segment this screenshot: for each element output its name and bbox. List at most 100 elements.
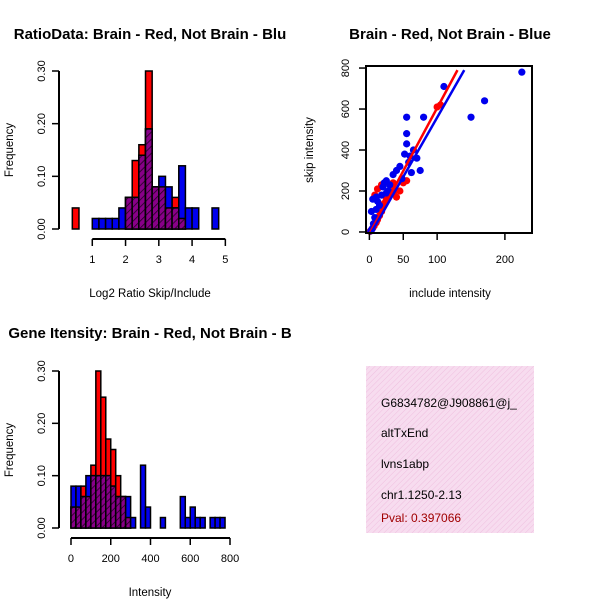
ratio-histogram-bar-not-brain [98, 217, 107, 230]
intensity-scatter-point-not-brain [403, 113, 411, 121]
info-gene: lvns1abp [381, 457, 429, 471]
intensity-scatter-panel: Brain - Red, Not Brain - Blue 0 50 100 2000… [304, 26, 551, 300]
ratio-histogram-x-tick-label: 4 [189, 254, 195, 266]
ratio-histogram-bar-not-brain [104, 217, 113, 230]
ratio-histogram-bar-overlap [138, 154, 147, 230]
intensity-scatter-xlabel: include intensity [409, 288, 491, 300]
intensity-histogram-xlabel: Intensity [129, 587, 172, 599]
ratio-histogram-bar-overlap [151, 186, 160, 230]
ratio-histogram-bar-not-brain [118, 207, 127, 230]
intensity-histogram-bar-not-brain [179, 495, 187, 529]
intensity-histogram-x-tick-label: 0 [68, 553, 74, 565]
intensity-scatter-point-not-brain [403, 140, 411, 148]
ratio-histogram-bar-not-brain [111, 217, 120, 230]
ratio-histogram-bar-overlap [131, 196, 140, 230]
ratio-histogram-axes: 1 2 3 4 5 0.00 0.10 0.20 0.30 [36, 60, 228, 266]
intensity-scatter-point-not-brain [403, 130, 411, 138]
intensity-scatter-y-tick-label: 400 [340, 141, 352, 159]
intensity-scatter-point-not-brain [419, 113, 428, 121]
intensity-scatter-point-not-brain [416, 166, 424, 175]
intensity-scatter-point-not-brain [382, 189, 390, 197]
intensity-scatter-points [366, 68, 526, 235]
info-pval: Pval: 0.397066 [381, 511, 461, 525]
ratio-histogram-y-tick-label: 0.20 [36, 113, 48, 134]
intensity-scatter-frame [365, 65, 533, 234]
ratio-histogram-bar-overlap [164, 207, 173, 230]
intensity-histogram-y-tick-label: 0.30 [36, 360, 48, 381]
intensity-histogram-title: Gene Itensity: Brain - Red, Not Brain - … [8, 325, 292, 342]
intensity-scatter-fit-line-not-brain [369, 69, 466, 233]
intensity-scatter-point-not-brain [375, 201, 384, 209]
intensity-histogram-bar-not-brain [144, 506, 152, 529]
ratio-histogram-bar-not-brain [211, 207, 220, 230]
ratio-histogram-bar-not-brain [91, 217, 100, 230]
info-location: chr1.1250-2.13 [381, 488, 462, 502]
intensity-scatter-point-brain [396, 187, 404, 195]
ratio-histogram-bar-overlap [124, 196, 133, 230]
ratio-histogram-bar-not-brain [184, 207, 193, 230]
intensity-scatter-point-not-brain [367, 207, 376, 216]
ratio-histogram-x-tick-label: 2 [122, 254, 128, 266]
ratio-histogram-x-tick-label: 1 [89, 254, 95, 266]
info-panel: G6834782@J908861@j_ altTxEnd lvns1abp ch… [366, 366, 534, 533]
info-panel-background [366, 366, 534, 533]
intensity-histogram-bar-not-brain [139, 464, 147, 529]
ratio-histogram-bar-overlap [144, 128, 153, 230]
intensity-scatter-ylabel: skip intensity [304, 117, 316, 183]
ratio-histogram-y-tick-label: 0.30 [36, 60, 48, 81]
intensity-scatter-point-not-brain [401, 150, 409, 158]
intensity-scatter-x-tick-label: 0 [366, 254, 372, 266]
intensity-scatter-x-tick-label: 100 [428, 254, 446, 266]
info-id: G6834782@J908861@j_ [381, 396, 517, 410]
ratio-histogram-bar-brain [71, 207, 80, 230]
intensity-scatter-y-tick-label: 200 [340, 182, 352, 200]
intensity-histogram-axes: 0 200 400 600 800 0.00 0.10 0.20 0.30 [36, 360, 239, 565]
intensity-scatter-point-not-brain [407, 168, 415, 177]
ratio-histogram-bar-not-brain [191, 207, 200, 230]
ratio-histogram-bars [71, 70, 220, 230]
intensity-scatter-fit-line-brain [368, 69, 459, 233]
ratio-histogram-xlabel: Log2 Ratio Skip/Include [89, 288, 210, 300]
intensity-scatter-point-not-brain [518, 68, 526, 76]
intensity-scatter-x-tick-label: 50 [397, 254, 409, 266]
intensity-scatter-point-brain [392, 193, 401, 201]
ratio-histogram-x-tick-label: 3 [156, 254, 162, 266]
intensity-scatter-title: Brain - Red, Not Brain - Blue [349, 26, 551, 43]
intensity-histogram-x-tick-label: 800 [221, 553, 239, 565]
ratio-histogram-ylabel: Frequency [4, 123, 16, 178]
ratio-histogram-bar-overlap [178, 217, 187, 230]
intensity-histogram-y-tick-label: 0.00 [36, 517, 48, 538]
ratio-histogram-y-tick-label: 0.10 [36, 166, 48, 187]
ratio-histogram-title: RatioData: Brain - Red, Not Brain - Blu [14, 26, 287, 43]
ratio-histogram-y-tick-label: 0.00 [36, 218, 48, 239]
intensity-histogram-bar-not-brain [219, 516, 226, 529]
intensity-scatter-point-not-brain [396, 162, 404, 171]
intensity-scatter-y-tick-label: 600 [340, 100, 352, 118]
intensity-histogram-bar-not-brain [159, 516, 167, 529]
intensity-scatter-axes: 0 50 100 200 0 200 400 600 800 [340, 59, 533, 266]
intensity-scatter-point-not-brain [467, 113, 475, 121]
intensity-scatter-point-not-brain [372, 193, 380, 201]
intensity-scatter-point-not-brain [480, 97, 489, 105]
ratio-histogram-x-tick-label: 5 [222, 254, 228, 266]
intensity-scatter-point-not-brain [440, 82, 448, 91]
intensity-histogram-panel: Gene Itensity: Brain - Red, Not Brain - … [4, 325, 292, 599]
intensity-histogram-x-tick-label: 600 [181, 553, 199, 565]
intensity-scatter-x-tick-label: 200 [496, 254, 514, 266]
intensity-histogram-ylabel: Frequency [4, 423, 16, 478]
ratio-histogram-bar-overlap [158, 186, 167, 230]
info-event: altTxEnd [381, 426, 428, 440]
intensity-histogram-x-tick-label: 200 [102, 553, 120, 565]
ratio-histogram-panel: RatioData: Brain - Red, Not Brain - Blu … [4, 26, 286, 300]
intensity-scatter-point-not-brain [386, 181, 394, 189]
ratio-histogram-bar-overlap [171, 207, 180, 230]
intensity-scatter-y-tick-label: 800 [340, 59, 352, 77]
intensity-histogram-bars [70, 370, 226, 529]
intensity-histogram-y-tick-label: 0.10 [36, 465, 48, 486]
intensity-histogram-x-tick-label: 400 [141, 553, 159, 565]
intensity-histogram-bar-not-brain [199, 516, 206, 529]
intensity-histogram-bar-not-brain [129, 516, 137, 529]
intensity-scatter-y-tick-label: 0 [340, 229, 352, 235]
